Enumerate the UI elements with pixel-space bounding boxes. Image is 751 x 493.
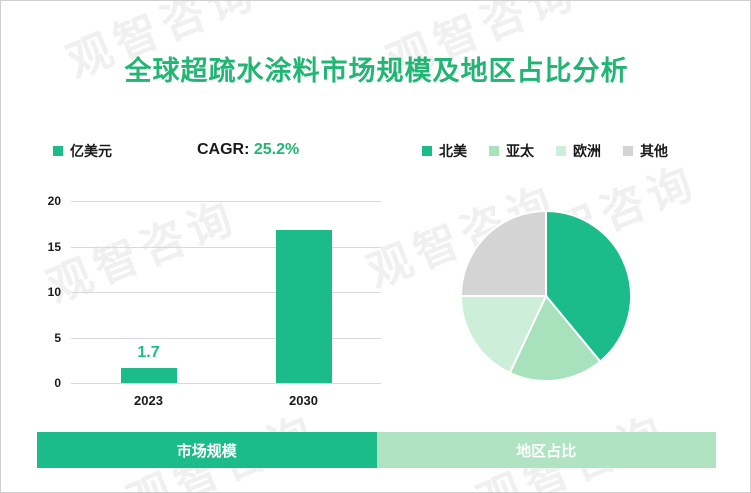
bar[interactable]: [275, 230, 332, 383]
legend-item-yiemeiyuan[interactable]: 亿美元: [53, 141, 112, 161]
legend-item-beimei[interactable]: 北美: [422, 141, 467, 161]
square-swatch-icon: [623, 146, 633, 156]
pie-slice-其他[interactable]: [459, 209, 547, 297]
legend-item-label: 欧洲: [573, 143, 601, 159]
bar-chart-legend: 亿美元: [53, 141, 130, 161]
cagr-value: 25.2%: [253, 141, 300, 158]
gridline: [71, 383, 381, 384]
square-swatch-icon: [422, 146, 432, 156]
pie-slice-欧洲[interactable]: [459, 295, 548, 375]
y-axis-tick-label: 0: [54, 376, 61, 390]
gridline: [71, 337, 381, 339]
y-axis-tick-label: 15: [47, 239, 61, 254]
pie-chart-legend: 北美 亚太 欧洲 其他: [422, 141, 690, 161]
legend-item-label: 北美: [439, 143, 467, 159]
page-title: 全球超疏水涂料市场规模及地区占比分析: [124, 56, 629, 86]
y-axis-tick-label: 5: [54, 330, 61, 345]
pie-slice-北美[interactable]: [545, 209, 632, 363]
x-axis-tick-label: 2023: [134, 393, 163, 408]
pie-slice-亚太[interactable]: [508, 294, 602, 382]
pie-chart-svg: [459, 209, 632, 382]
square-swatch-icon: [489, 146, 499, 156]
bar-value-label: 1.7: [137, 343, 160, 361]
tab-bar: 市场规模 地区占比: [37, 432, 716, 468]
tab-region-share[interactable]: 地区占比: [376, 432, 716, 468]
bar-chart: 0 5 10 15 20 1.7 2023 2030: [25, 193, 381, 413]
y-axis-tick-label: 20: [47, 194, 61, 208]
legend-item-yatai[interactable]: 亚太: [489, 141, 534, 161]
legend-item-label: 其他: [640, 143, 668, 159]
square-swatch-icon: [53, 146, 63, 156]
tab-market-size[interactable]: 市场规模: [37, 432, 377, 468]
legend-item-label: 亿美元: [70, 143, 112, 159]
gridline: [71, 246, 381, 248]
legend-item-label: 亚太: [506, 143, 534, 159]
x-axis-tick-label: 2030: [289, 393, 318, 408]
pie-chart: [459, 209, 632, 382]
y-axis-tick-label: 10: [47, 285, 61, 299]
gridline: [71, 201, 381, 202]
cagr-annotation: CAGR: 25.2%: [197, 141, 299, 159]
legend-item-ouzhou[interactable]: 欧洲: [556, 141, 601, 161]
square-swatch-icon: [556, 146, 566, 156]
gridline: [71, 292, 381, 293]
bar[interactable]: [120, 367, 177, 383]
legend-item-qita[interactable]: 其他: [623, 141, 668, 161]
cagr-label: CAGR:: [197, 141, 254, 158]
